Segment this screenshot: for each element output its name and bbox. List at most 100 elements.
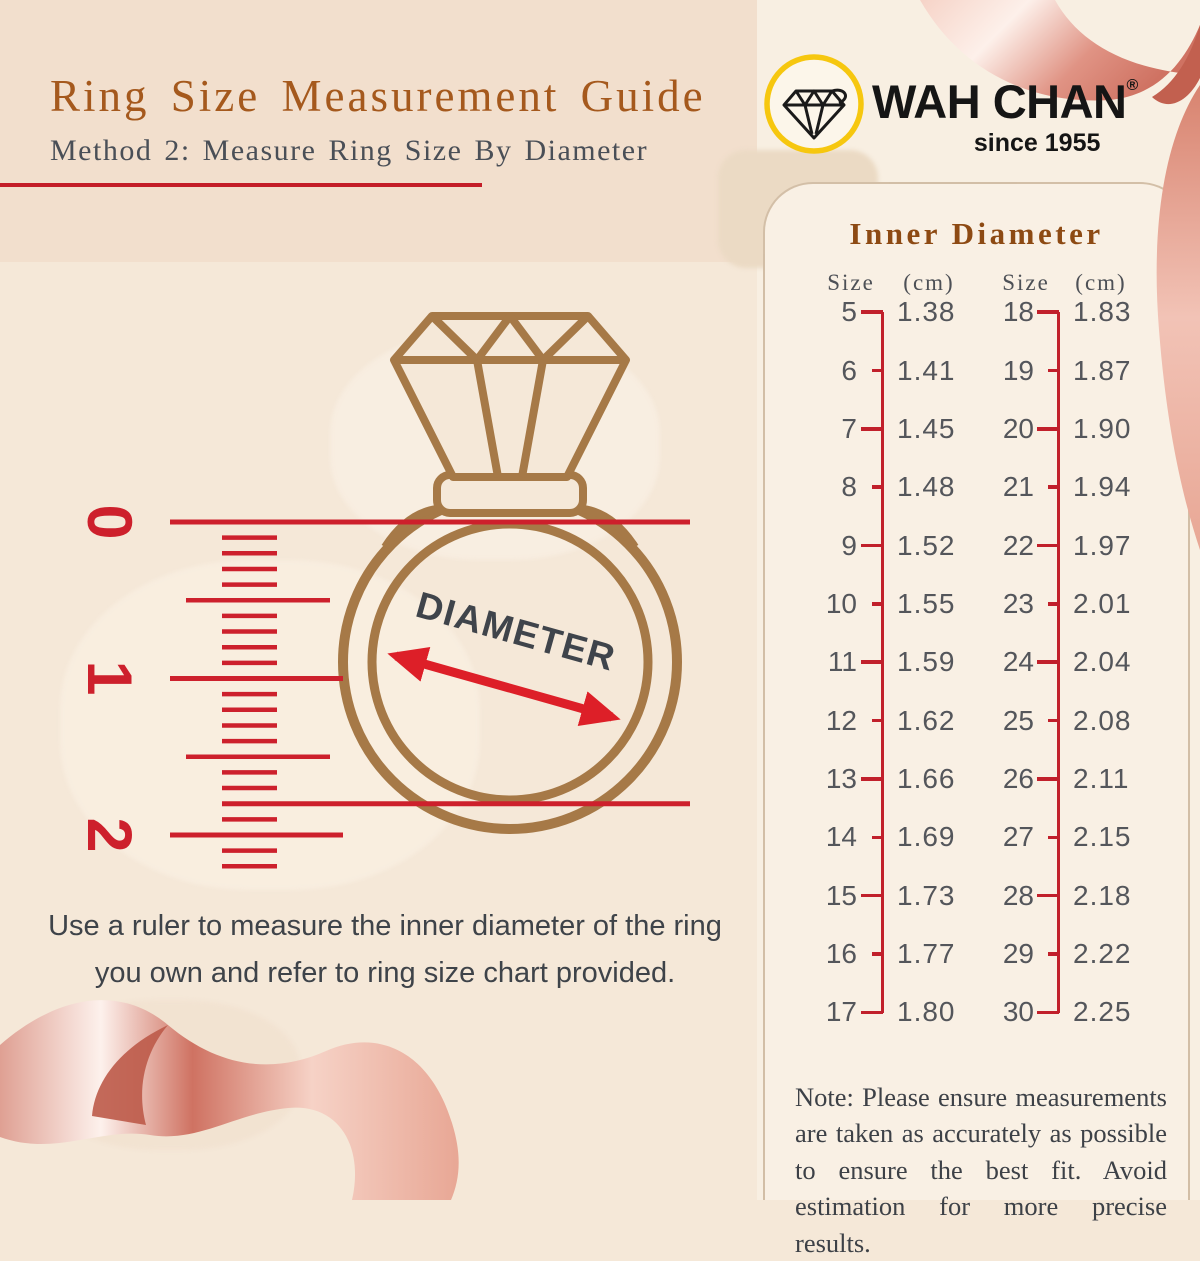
row-tick xyxy=(1048,602,1059,606)
tick-zone xyxy=(1034,427,1059,431)
tick-zone xyxy=(857,660,883,664)
ring-size-value: 23 xyxy=(980,588,1034,620)
ring-size-value: 26 xyxy=(980,763,1034,795)
ring-size-value: 7 xyxy=(805,413,857,445)
diameter-cm-value: 1.52 xyxy=(897,530,956,562)
diameter-cm-value: 1.77 xyxy=(897,938,956,970)
row-tick xyxy=(872,602,883,606)
tick-zone xyxy=(1034,602,1059,606)
brand-logotype: WAH CHAN® since 1955 xyxy=(872,74,1138,158)
page-subtitle: Method 2: Measure Ring Size By Diameter xyxy=(50,134,648,168)
row-tick xyxy=(861,894,883,898)
diameter-cm-value: 1.41 xyxy=(897,355,956,387)
ring-size-value: 9 xyxy=(805,530,857,562)
row-tick xyxy=(872,719,883,723)
ring-size-value: 15 xyxy=(805,880,857,912)
ring-size-value: 14 xyxy=(805,821,857,853)
ring-size-value: 6 xyxy=(805,355,857,387)
diameter-cm-value: 2.15 xyxy=(1073,821,1132,853)
tick-zone xyxy=(1034,777,1059,781)
panel-title: Inner Diameter xyxy=(765,216,1188,252)
row-tick xyxy=(861,777,883,781)
row-tick xyxy=(1037,894,1059,898)
diameter-cm-value: 1.94 xyxy=(1073,471,1132,503)
tick-zone xyxy=(857,602,883,606)
row-tick xyxy=(1037,544,1059,548)
ring-size-value: 22 xyxy=(980,530,1034,562)
ring-size-value: 25 xyxy=(980,705,1034,737)
row-tick xyxy=(1048,485,1059,489)
tick-zone xyxy=(1034,836,1059,840)
row-tick xyxy=(1037,1011,1059,1015)
row-tick xyxy=(872,952,883,956)
row-tick xyxy=(1037,427,1059,431)
diameter-cm-value: 1.80 xyxy=(897,996,956,1028)
diameter-cm-value: 1.48 xyxy=(897,471,956,503)
tick-zone xyxy=(1034,485,1059,489)
ring-size-value: 13 xyxy=(805,763,857,795)
tick-zone xyxy=(857,310,883,314)
row-tick xyxy=(1037,660,1059,664)
diameter-cm-value: 2.25 xyxy=(1073,996,1132,1028)
row-tick xyxy=(872,836,883,840)
diameter-cm-value: 1.69 xyxy=(897,821,956,853)
tick-zone xyxy=(857,544,883,548)
tick-zone xyxy=(857,894,883,898)
tick-zone xyxy=(857,485,883,489)
tick-zone xyxy=(1034,894,1059,898)
row-tick xyxy=(1037,310,1059,314)
tick-zone xyxy=(1034,310,1059,314)
watercolor-patch xyxy=(40,1000,300,1150)
diameter-cm-value: 1.59 xyxy=(897,646,956,678)
watercolor-patch xyxy=(60,560,480,890)
diameter-cm-value: 1.45 xyxy=(897,413,956,445)
diameter-cm-value: 2.08 xyxy=(1073,705,1132,737)
page-title: Ring Size Measurement Guide xyxy=(50,70,706,122)
ring-size-value: 10 xyxy=(805,588,857,620)
row-tick xyxy=(861,544,883,548)
ring-size-value: 29 xyxy=(980,938,1034,970)
instruction-text: Use a ruler to measure the inner diamete… xyxy=(35,903,735,997)
tick-zone xyxy=(857,719,883,723)
row-tick xyxy=(861,427,883,431)
diameter-cm-value: 1.62 xyxy=(897,705,956,737)
title-underline xyxy=(0,183,482,187)
diameter-cm-value: 1.90 xyxy=(1073,413,1132,445)
row-tick xyxy=(872,485,883,489)
ring-size-value: 16 xyxy=(805,938,857,970)
row-tick xyxy=(1048,836,1059,840)
tick-zone xyxy=(1034,660,1059,664)
row-tick xyxy=(1037,777,1059,781)
note-text: Note: Please ensure measurements are tak… xyxy=(795,1079,1167,1261)
ring-size-value: 20 xyxy=(980,413,1034,445)
tick-zone xyxy=(857,369,883,373)
row-tick xyxy=(861,1011,883,1015)
ring-size-value: 8 xyxy=(805,471,857,503)
diameter-cm-value: 1.66 xyxy=(897,763,956,795)
tick-zone xyxy=(857,1011,883,1015)
ring-size-value: 27 xyxy=(980,821,1034,853)
tick-zone xyxy=(1034,952,1059,956)
tick-zone xyxy=(857,836,883,840)
tick-zone xyxy=(857,777,883,781)
diameter-cm-value: 1.87 xyxy=(1073,355,1132,387)
row-tick xyxy=(872,369,883,373)
